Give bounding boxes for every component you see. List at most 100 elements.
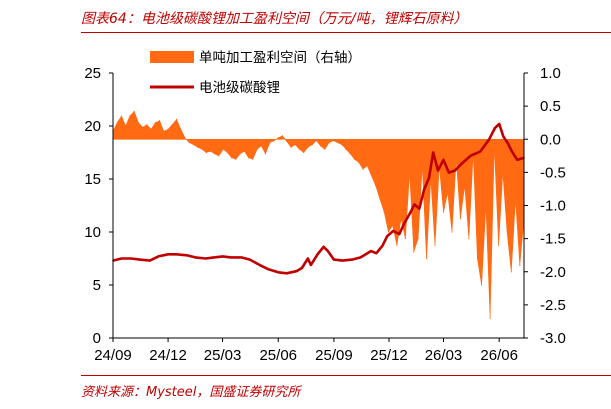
- profit-data-point: [243, 150, 245, 152]
- profit-data-point: [256, 148, 258, 150]
- profit-data-point: [176, 118, 178, 120]
- profit-data-point: [163, 130, 165, 132]
- y-left-tick-label: 10: [84, 224, 101, 241]
- profit-data-point: [226, 151, 228, 154]
- profit-data-point: [332, 140, 334, 142]
- legend-label-profit: 单吨加工盈利空间（右轴）: [199, 50, 361, 65]
- profit-data-point: [315, 140, 317, 142]
- profit-data-point: [269, 142, 271, 144]
- profit-data-point: [417, 238, 419, 240]
- profit-data-point: [298, 148, 300, 150]
- profit-data-point: [358, 161, 360, 163]
- y-left-tick-label: 25: [84, 65, 101, 82]
- profit-data-point: [421, 165, 423, 167]
- price-data-point: [409, 212, 412, 214]
- y-right-tick-label: -3.0: [540, 330, 566, 347]
- x-tick-label: 26/03: [425, 347, 463, 364]
- profit-data-point: [159, 120, 161, 122]
- profit-area-layer: [112, 110, 525, 319]
- profit-data-point: [370, 175, 373, 177]
- profit-data-point: [476, 257, 478, 260]
- price-data-point: [506, 142, 509, 144]
- legend-label-price: 电池级碳酸锂: [199, 80, 280, 95]
- price-data-point: [386, 235, 389, 237]
- profit-data-point: [481, 284, 483, 286]
- profit-data-point: [180, 128, 182, 130]
- price-data-point: [194, 256, 197, 259]
- x-tick-label: 25/12: [370, 347, 408, 364]
- price-data-point: [448, 171, 450, 174]
- price-data-point: [186, 254, 188, 257]
- price-data-point: [488, 139, 490, 141]
- profit-data-point: [328, 142, 330, 144]
- profit-data-point: [294, 144, 296, 146]
- price-data-point: [175, 253, 178, 256]
- price-data-point: [221, 255, 224, 258]
- profit-data-point: [459, 218, 461, 220]
- profit-data-point: [273, 140, 275, 142]
- profit-data-point: [493, 145, 495, 147]
- profit-data-point: [447, 191, 449, 193]
- profit-data-point: [218, 155, 220, 157]
- y-right-tick-label: -1.5: [540, 231, 566, 248]
- profit-data-point: [188, 142, 190, 144]
- x-tick-label: 25/09: [315, 347, 353, 364]
- profit-data-point: [303, 151, 305, 154]
- profit-data-point: [502, 171, 504, 173]
- price-data-point: [454, 169, 456, 172]
- profit-data-point: [451, 231, 453, 233]
- price-data-point: [130, 257, 132, 260]
- price-data-point: [138, 258, 141, 261]
- price-data-point: [277, 271, 280, 274]
- profit-data-point: [260, 145, 262, 147]
- x-tick-label: 26/06: [480, 347, 518, 364]
- price-data-point: [258, 264, 261, 266]
- profit-data-point: [383, 211, 385, 213]
- profit-data-point: [231, 157, 233, 159]
- profit-data-point: [184, 137, 186, 139]
- price-data-point: [511, 150, 513, 153]
- price-data-point: [442, 159, 445, 161]
- profit-data-point: [214, 153, 216, 155]
- profit-data-point: [146, 124, 148, 126]
- price-data-point: [351, 258, 353, 261]
- profit-data-point: [150, 128, 152, 130]
- profit-data-point: [366, 165, 368, 167]
- y-left-tick-label: 0: [93, 330, 101, 347]
- series-profit-area: [112, 110, 525, 319]
- y-left-tick-label: 15: [84, 171, 101, 188]
- legend: 单吨加工盈利空间（右轴） 电池级碳酸锂: [150, 50, 361, 95]
- y-right-tick-label: 1.0: [540, 65, 561, 82]
- profit-data-point: [404, 238, 406, 240]
- price-data-point: [423, 188, 425, 191]
- y-left-tick-label: 5: [93, 277, 101, 294]
- price-line-layer: [112, 122, 525, 275]
- profit-data-point: [464, 185, 466, 187]
- price-data-point: [413, 203, 416, 206]
- y-right-tick-label: 0.0: [540, 131, 561, 148]
- price-data-point: [295, 270, 298, 273]
- profit-data-point: [307, 146, 309, 148]
- profit-data-point: [341, 144, 343, 146]
- profit-data-point: [413, 251, 415, 253]
- profit-data-point: [510, 271, 512, 273]
- profit-data-point: [349, 153, 351, 155]
- price-data-point: [267, 268, 269, 270]
- profit-data-point: [197, 146, 199, 148]
- profit-data-point: [485, 204, 487, 207]
- y-right-tick-label: 0.5: [540, 98, 561, 115]
- profit-data-point: [222, 148, 224, 150]
- profit-data-point: [277, 137, 279, 139]
- profit-data-point: [353, 158, 356, 160]
- profit-data-point: [167, 128, 169, 130]
- profit-data-point: [264, 153, 267, 155]
- profit-data-point: [400, 218, 402, 220]
- price-data-point: [327, 250, 329, 252]
- profit-data-point: [337, 142, 339, 144]
- price-data-point: [204, 257, 207, 260]
- chart-title: 图表64：电池级碳酸锂加工盈利空间（万元/吨，锂辉石原料）: [81, 11, 468, 27]
- profit-data-point: [205, 151, 207, 154]
- profit-data-point: [120, 115, 123, 117]
- price-data-point: [375, 252, 378, 254]
- profit-data-point: [468, 238, 470, 240]
